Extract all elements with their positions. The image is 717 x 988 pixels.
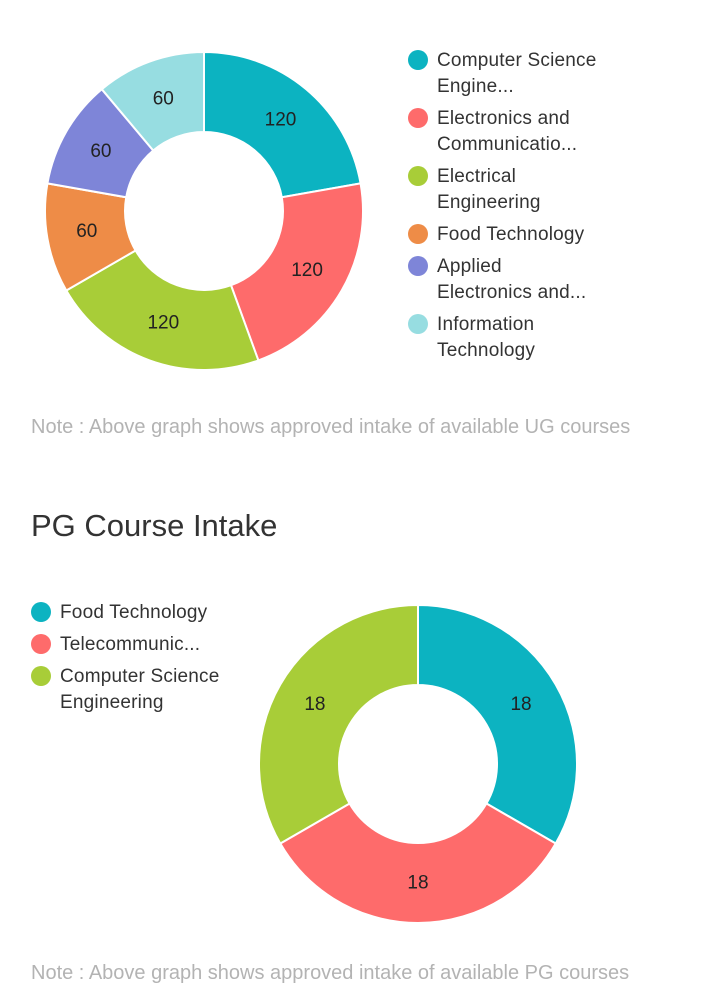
pg-legend-label: Computer Science Engineering (60, 666, 220, 713)
ug-legend-item[interactable]: Electrical Engineering (408, 164, 608, 216)
pg-legend-swatch (31, 634, 51, 654)
pg-section-title: PG Course Intake (31, 508, 278, 543)
ug-legend-label: Applied Electronics and... (437, 256, 587, 303)
ug-legend-item[interactable]: Electronics and Communicatio... (408, 106, 608, 158)
ug-slice-value-label: 120 (147, 312, 179, 333)
pg-chart-note: Note : Above graph shows approved intake… (31, 962, 630, 984)
ug-slice-value-label: 60 (153, 89, 174, 110)
ug-slice-electronics-and-communicatio (229, 182, 364, 362)
ug-legend-label: Electrical Engineering (437, 166, 541, 213)
ug-slice-value-label: 120 (291, 260, 323, 281)
pg-slice-value-label: 18 (407, 873, 428, 894)
ug-legend-swatch (408, 108, 428, 128)
ug-legend-label: Electronics and Communicatio... (437, 108, 578, 155)
ug-legend-item[interactable]: Applied Electronics and... (408, 254, 608, 306)
pg-legend-label: Food Technology (60, 602, 208, 623)
ug-legend-label: Computer Science Engine... (437, 50, 597, 97)
pg-slice-value-label: 18 (304, 694, 325, 715)
pg-legend-item[interactable]: Telecommunic... (31, 632, 231, 658)
pg-legend-swatch (31, 602, 51, 622)
pg-legend-label: Telecommunic... (60, 634, 201, 655)
pg-chart-legend: Food Technology Telecommunic... Computer S… (31, 600, 231, 722)
ug-legend-swatch (408, 224, 428, 244)
ug-legend-swatch (408, 50, 428, 70)
ug-legend-label: Information Technology (437, 314, 536, 361)
pg-slice-telecommunic (278, 802, 558, 924)
ug-slice-value-label: 60 (90, 141, 111, 162)
ug-intake-donut-chart: 120 120 120 60 60 60 (44, 50, 364, 371)
ug-legend-swatch (408, 256, 428, 276)
ug-legend-label: Food Technology (437, 224, 585, 245)
ug-legend-swatch (408, 314, 428, 334)
ug-slice-information-technology (100, 50, 205, 152)
ug-chart-legend: Computer Science Engine... Electronics an… (408, 48, 608, 370)
pg-slice-food-technology (417, 603, 578, 845)
ug-slice-computer-science-engine (203, 50, 362, 199)
ug-slice-value-label: 120 (265, 109, 297, 130)
ug-slice-electrical-engineering (64, 249, 260, 371)
ug-slice-value-label: 60 (76, 221, 97, 242)
ug-legend-swatch (408, 166, 428, 186)
ug-legend-item[interactable]: Computer Science Engine... (408, 48, 608, 100)
pg-slice-value-label: 18 (510, 694, 531, 715)
pg-legend-swatch (31, 666, 51, 686)
pg-intake-donut-chart: 18 18 18 (258, 603, 578, 924)
ug-legend-item[interactable]: Food Technology (408, 222, 608, 248)
pg-slice-computer-science-engineering (258, 603, 419, 845)
ug-chart-note: Note : Above graph shows approved intake… (31, 416, 631, 438)
ug-legend-item[interactable]: Information Technology (408, 312, 608, 364)
pg-legend-item[interactable]: Food Technology (31, 600, 231, 626)
pg-legend-item[interactable]: Computer Science Engineering (31, 664, 231, 716)
